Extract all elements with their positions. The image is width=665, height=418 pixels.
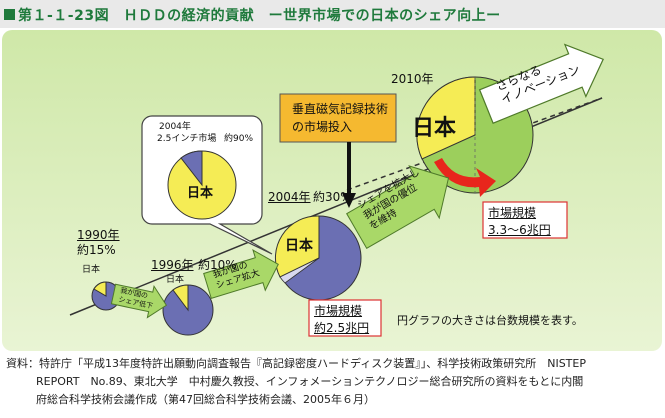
pie-2010-japan — [416, 76, 476, 160]
diagram-panel: 1990年 約15% 日本 1996年 約10% 日本 2004年 約30% 日… — [2, 30, 662, 351]
market-2010-line2: 3.3～6兆円 — [488, 223, 551, 237]
market-2004-line1: 市場規模 — [314, 304, 363, 318]
down-arrow-head — [342, 193, 356, 208]
callout-year: 2004年 — [159, 122, 191, 132]
market-box-2004 — [308, 299, 382, 337]
label-2004-year: 2004年 — [268, 190, 311, 204]
callout-pie-other — [180, 150, 203, 187]
figure-title: 第１-１-23図 ＨＤＤの経済的貢献 ー世界市場での日本のシェア向上ー — [18, 8, 501, 24]
pie-1996-japan — [172, 284, 189, 312]
callout-market: 2.5インチ市場 — [157, 134, 217, 144]
label-1990-japan: 日本 — [82, 265, 101, 275]
source-note: 資料：特許庁「平成13年度特許出願動向調査報告『高記録密度ハードディスク装置』」… — [6, 355, 661, 409]
tech-box-line2: の市場投入 — [292, 120, 353, 134]
tech-box — [279, 93, 397, 143]
label-1990-year: 1990年 — [77, 228, 120, 242]
label-2010-japan: 日本 — [412, 116, 457, 141]
label-1996-year: 1996年 — [151, 258, 194, 272]
label-1996-japan: 日本 — [166, 275, 185, 285]
arrow-share-expand — [203, 249, 279, 299]
hdd-diagram — [69, 43, 605, 337]
red-curved-arrow — [434, 158, 496, 197]
label-1990-share: 約15% — [77, 243, 116, 257]
source-line1: 資料：特許庁「平成13年度特許出願動向調査報告『高記録密度ハードディスク装置』」… — [6, 357, 586, 370]
callout-japan: 日本 — [187, 186, 214, 201]
label-2004-share: 約30% — [313, 190, 352, 204]
pie-1990-japan — [93, 281, 107, 297]
pie-2004-japan — [274, 215, 320, 278]
market-2010-line1: 市場規模 — [488, 206, 537, 220]
arrow-maintain-lead — [346, 165, 450, 250]
pie-size-note: 円グラフの大きさは台数規模を表す。 — [397, 314, 583, 327]
arrow-innovation — [478, 43, 605, 124]
arrow-share-decline — [110, 283, 168, 319]
label-2004-japan: 日本 — [285, 238, 313, 254]
title-marker — [4, 9, 15, 20]
market-2004-line2: 約2.5兆円 — [314, 321, 370, 335]
title-bar: 第１-１-23図 ＨＤＤの経済的貢献 ー世界市場での日本のシェア向上ー — [0, 0, 665, 28]
label-2010-year: 2010年 — [391, 72, 434, 86]
pie-2004-sliver — [279, 257, 320, 284]
source-line3: 府総合科学技術会議作成（第47回総合科学技術会議、2005年６月） — [36, 393, 375, 406]
tech-box-line1: 垂直磁気記録技術 — [292, 102, 389, 116]
label-1996-share: 約10% — [198, 258, 237, 272]
source-line2: REPORT No.89、東北大学 中村慶久教授、インフォメーションテクノロジー… — [36, 375, 584, 388]
callout-share: 約90% — [224, 134, 254, 144]
market-box-2010 — [482, 201, 568, 239]
